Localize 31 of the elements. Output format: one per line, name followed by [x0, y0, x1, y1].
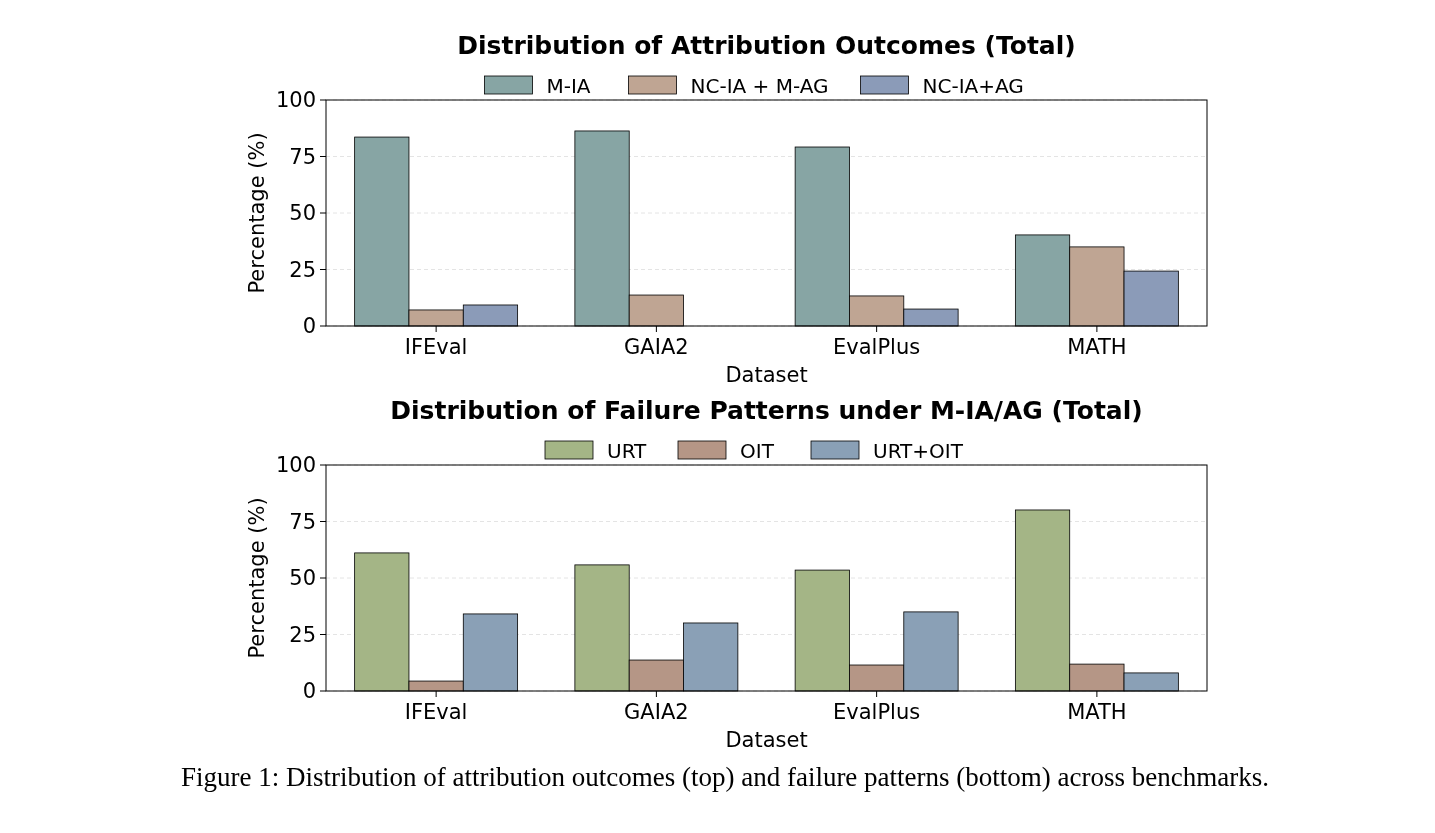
x-tick-label: IFEval [404, 335, 468, 359]
y-axis-title: Percentage (%) [245, 497, 269, 659]
y-tick-label: 50 [289, 201, 316, 226]
x-axis-title: Dataset [725, 728, 808, 752]
legend-label: M-IA [546, 74, 591, 98]
legend-label: NC-IA + M-AG [690, 74, 829, 98]
x-tick-label: GAIA2 [624, 335, 689, 359]
chart-title: Distribution of Attribution Outcomes (Total) [457, 31, 1076, 60]
y-tick-label: 75 [289, 509, 316, 534]
y-tick-label: 0 [302, 679, 316, 704]
x-tick-label: GAIA2 [624, 700, 689, 724]
x-tick-label: EvalPlus [833, 700, 921, 724]
chart-title: Distribution of Failure Patterns under M-IA/AG (Total) [390, 396, 1143, 425]
legend-label: OIT [740, 439, 775, 463]
y-tick-label: 100 [275, 88, 316, 113]
x-tick-label: MATH [1067, 335, 1127, 359]
y-axis-title: Percentage (%) [245, 132, 269, 294]
x-tick-label: EvalPlus [833, 335, 921, 359]
legend-label: URT [607, 439, 648, 463]
y-tick-label: 0 [302, 314, 316, 339]
caption: Figure 1: Distribution of attribution outcomes (top) and failure patterns (bottom) across benchmarks. [180, 762, 1270, 792]
legend-label: NC-IA+AG [922, 74, 1024, 98]
y-tick-label: 25 [289, 257, 316, 282]
y-tick-label: 25 [289, 622, 316, 647]
x-tick-label: IFEval [404, 700, 468, 724]
x-tick-label: MATH [1067, 700, 1127, 724]
legend-label: URT+OIT [873, 439, 964, 463]
y-tick-label: 75 [289, 144, 316, 169]
y-tick-label: 100 [275, 453, 316, 478]
x-axis-title: Dataset [725, 363, 808, 387]
y-tick-label: 50 [289, 566, 316, 591]
